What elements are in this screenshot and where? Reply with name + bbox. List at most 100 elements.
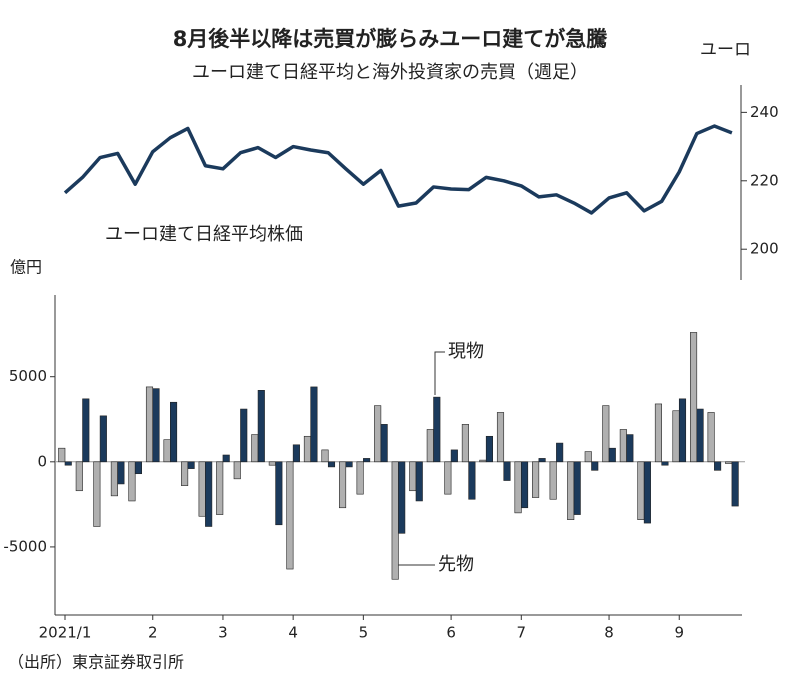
bar xyxy=(567,461,575,520)
bar xyxy=(538,458,546,463)
bar xyxy=(198,461,206,517)
bar xyxy=(64,461,72,466)
bar xyxy=(286,461,294,570)
bar xyxy=(292,444,300,463)
bar xyxy=(514,461,522,514)
bar xyxy=(321,449,329,463)
bar xyxy=(584,451,592,463)
bar xyxy=(468,461,476,500)
y-tick-label: 0 xyxy=(37,452,47,470)
bar xyxy=(433,396,441,463)
bar xyxy=(556,442,564,463)
bar xyxy=(356,461,364,495)
bar xyxy=(461,424,469,463)
series-label: 現物 xyxy=(448,341,484,362)
bar xyxy=(678,398,687,463)
bar xyxy=(374,405,382,463)
bar xyxy=(707,412,715,463)
bar xyxy=(485,435,494,463)
bar xyxy=(654,403,663,463)
bar xyxy=(520,461,529,509)
bar xyxy=(549,461,557,500)
series-label: ユーロ建て日経平均株価 xyxy=(105,224,303,245)
x-tick-label: 2021/1 xyxy=(39,624,92,642)
bar xyxy=(398,461,406,534)
line xyxy=(63,124,733,215)
bar xyxy=(608,447,616,463)
bar xyxy=(479,459,487,463)
bar xyxy=(345,461,353,468)
bar xyxy=(661,461,669,466)
bar xyxy=(303,435,312,463)
bar xyxy=(643,461,651,524)
bar xyxy=(268,461,276,466)
x-tick-label: 3 xyxy=(218,624,228,642)
bar xyxy=(696,408,704,463)
bar xyxy=(75,461,83,492)
source: （出所）東京証券取引所 xyxy=(8,653,184,672)
bar xyxy=(496,412,505,463)
bar xyxy=(391,461,399,580)
bar xyxy=(409,461,417,492)
bar xyxy=(170,401,178,463)
x-tick-label: 6 xyxy=(446,624,456,642)
bar xyxy=(380,424,388,463)
x-tick-label: 9 xyxy=(674,624,684,642)
bar xyxy=(152,388,160,463)
bar xyxy=(426,429,434,463)
bar xyxy=(532,461,540,498)
bar xyxy=(327,461,336,468)
bar xyxy=(573,461,581,515)
bar xyxy=(205,461,213,527)
chart-title: 8月後半以降は売買が膨らみユーロ建てが急騰 xyxy=(173,27,609,51)
bar xyxy=(415,461,423,502)
bar xyxy=(338,461,347,509)
x-tick-label: 2 xyxy=(148,624,158,642)
x-tick-label: 8 xyxy=(604,624,614,642)
series-label: 先物 xyxy=(438,554,474,575)
bar xyxy=(731,461,739,507)
bar xyxy=(222,454,230,463)
bar xyxy=(275,461,283,526)
bar xyxy=(257,390,265,463)
bar xyxy=(310,386,318,463)
y-tick-label: 5000 xyxy=(9,367,47,385)
x-tick-label: 4 xyxy=(288,624,298,642)
bar xyxy=(619,429,627,463)
bar xyxy=(187,461,195,469)
y-axis-label: ユーロ xyxy=(700,40,751,60)
bar xyxy=(450,449,458,463)
bar xyxy=(163,439,171,463)
bar xyxy=(216,461,224,515)
bar xyxy=(725,461,733,464)
y-tick-label: 220 xyxy=(750,171,779,189)
y-tick-label: -5000 xyxy=(3,537,47,555)
bar xyxy=(58,447,66,463)
bar xyxy=(82,398,90,463)
bar xyxy=(602,405,610,463)
bar xyxy=(363,458,371,463)
bar xyxy=(93,461,101,527)
bar xyxy=(251,434,259,463)
y-tick-label: 200 xyxy=(750,240,779,258)
x-tick-label: 5 xyxy=(359,624,369,642)
chart-subtitle: ユーロ建て日経平均と海外投資家の売買（週足） xyxy=(192,62,588,83)
bar xyxy=(240,408,248,463)
bar xyxy=(145,386,154,463)
bar xyxy=(110,461,118,497)
bar xyxy=(714,461,722,471)
bar xyxy=(503,461,511,481)
bar xyxy=(128,461,136,502)
bar xyxy=(444,461,452,495)
bar xyxy=(99,415,107,463)
bar xyxy=(672,410,680,463)
bar xyxy=(591,461,599,471)
bar xyxy=(134,461,142,475)
bar xyxy=(181,461,189,486)
bar xyxy=(689,332,698,463)
x-tick-label: 7 xyxy=(517,624,527,642)
bar xyxy=(233,461,241,480)
bar xyxy=(117,461,125,485)
annotation-pointer xyxy=(434,351,445,395)
